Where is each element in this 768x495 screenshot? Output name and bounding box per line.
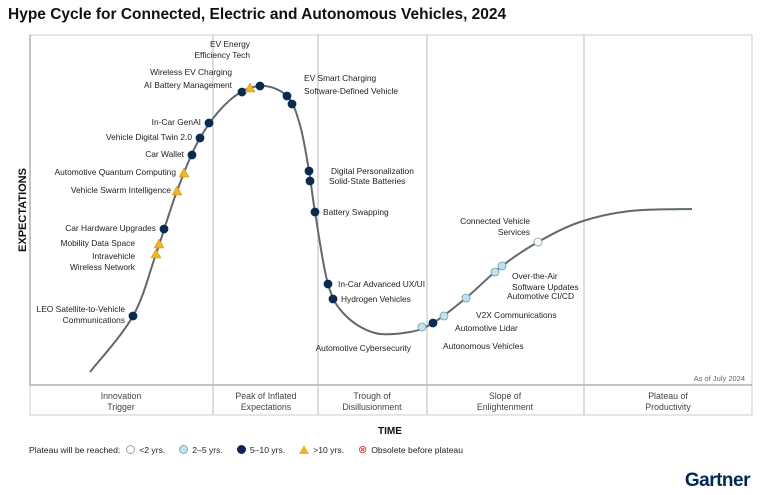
- phase-label: Trigger: [107, 402, 135, 412]
- technology-label: Vehicle Digital Twin 2.0: [106, 132, 192, 142]
- legend-2to5: 2–5 yrs.: [179, 445, 223, 455]
- legend-gt10: >10 yrs.: [299, 445, 344, 455]
- phase-label: Slope of: [489, 391, 522, 401]
- technology-label: LEO Satellite-to-Vehicle: [37, 304, 126, 314]
- legend-5to10: 5–10 yrs.: [236, 445, 285, 455]
- legend-prefix: Plateau will be reached:: [29, 444, 121, 455]
- technology-label: Car Hardware Upgrades: [65, 223, 156, 233]
- technology-label: EV Smart Charging: [304, 73, 376, 83]
- circle-marker: [439, 311, 449, 321]
- technology-label: Intravehicle: [92, 251, 135, 261]
- legend-lt2: <2 yrs.: [126, 445, 165, 455]
- gartner-logo: Gartner: [684, 470, 751, 491]
- technology-label: In-Car Advanced UX/UI: [338, 279, 425, 289]
- phase-label: Trough of: [353, 391, 391, 401]
- circle-marker: [461, 293, 471, 303]
- phase-label: Enlightenment: [477, 402, 534, 412]
- technology-label: Automotive Cybersecurity: [316, 343, 412, 353]
- legend: Plateau will be reached: <2 yrs. 2–5 yrs…: [29, 443, 471, 456]
- page-title: Hype Cycle for Connected, Electric and A…: [8, 6, 507, 23]
- technology-label: EV Energy: [210, 39, 251, 49]
- technology-label: In-Car GenAI: [152, 117, 201, 127]
- phase-label: Expectations: [241, 402, 292, 412]
- technology-label: Automotive Quantum Computing: [55, 167, 177, 177]
- circle-marker: [490, 267, 500, 277]
- technology-label: Wireless EV Charging: [150, 67, 232, 77]
- obsolete-x-icon: ⊗: [358, 444, 368, 456]
- technology-label: Services: [498, 227, 530, 237]
- technology-label: Autonomous Vehicles: [443, 341, 524, 351]
- technology-label: Car Wallet: [145, 149, 184, 159]
- technology-label: V2X Communications: [476, 310, 557, 320]
- technology-label: Software Updates: [512, 282, 579, 292]
- circle-marker: [187, 150, 197, 160]
- triangle-marker: [171, 185, 183, 196]
- legend-obsolete: ⊗ Obsolete before plateau: [358, 444, 463, 456]
- triangle-marker: [150, 248, 162, 259]
- light-blue-circle-icon: [179, 445, 189, 454]
- circle-marker: [128, 311, 138, 321]
- technology-label: Battery Swapping: [323, 207, 389, 217]
- technology-label: Software-Defined Vehicle: [304, 86, 398, 96]
- circle-marker: [428, 318, 438, 328]
- circle-marker: [305, 176, 315, 186]
- phase-label: Disillusionment: [342, 402, 402, 412]
- technology-label: Hydrogen Vehicles: [341, 294, 411, 304]
- circle-marker: [497, 261, 507, 271]
- circle-marker: [282, 91, 292, 101]
- circle-marker: [159, 224, 169, 234]
- circle-marker: [417, 322, 427, 332]
- technology-label: Efficiency Tech: [194, 50, 250, 60]
- white-circle-icon: [126, 445, 136, 454]
- triangle-marker: [244, 82, 256, 93]
- phase-label: Peak of Inflated: [235, 391, 296, 401]
- phase-label: Plateau of: [648, 391, 688, 401]
- technology-label: Automotive Lidar: [455, 323, 518, 333]
- phase-label: Innovation: [101, 391, 142, 401]
- technology-label: AI Battery Management: [144, 80, 233, 90]
- technology-label: Digital Personalization: [331, 166, 414, 176]
- circle-marker: [287, 99, 297, 109]
- navy-circle-icon: [236, 445, 246, 454]
- circle-marker: [323, 279, 333, 289]
- circle-marker: [195, 133, 205, 143]
- y-axis-label: EXPECTATIONS: [17, 168, 29, 252]
- triangle-marker: [153, 238, 165, 249]
- technology-label: Connected Vehicle: [460, 216, 530, 226]
- triangle-icon: [299, 445, 310, 454]
- technology-label: Automotive CI/CD: [507, 291, 574, 301]
- as-of-date: As of July 2024: [694, 374, 745, 383]
- circle-marker: [304, 166, 314, 176]
- hype-curve: [89, 84, 693, 373]
- x-axis-label: TIME: [378, 426, 402, 437]
- circle-marker: [310, 207, 320, 217]
- phase-label: Productivity: [645, 402, 691, 412]
- circle-marker: [255, 81, 265, 91]
- technology-label: Mobility Data Space: [61, 238, 136, 248]
- technology-label: Vehicle Swarm Intelligence: [71, 185, 171, 195]
- circle-marker: [533, 237, 543, 247]
- triangle-marker: [178, 167, 190, 178]
- technology-label: Solid-State Batteries: [329, 176, 405, 186]
- technology-label: Communications: [63, 315, 125, 325]
- technology-label: Wireless Network: [70, 262, 136, 272]
- circle-marker: [328, 294, 338, 304]
- technology-label: Over-the-Air: [512, 271, 558, 281]
- circle-marker: [204, 118, 214, 128]
